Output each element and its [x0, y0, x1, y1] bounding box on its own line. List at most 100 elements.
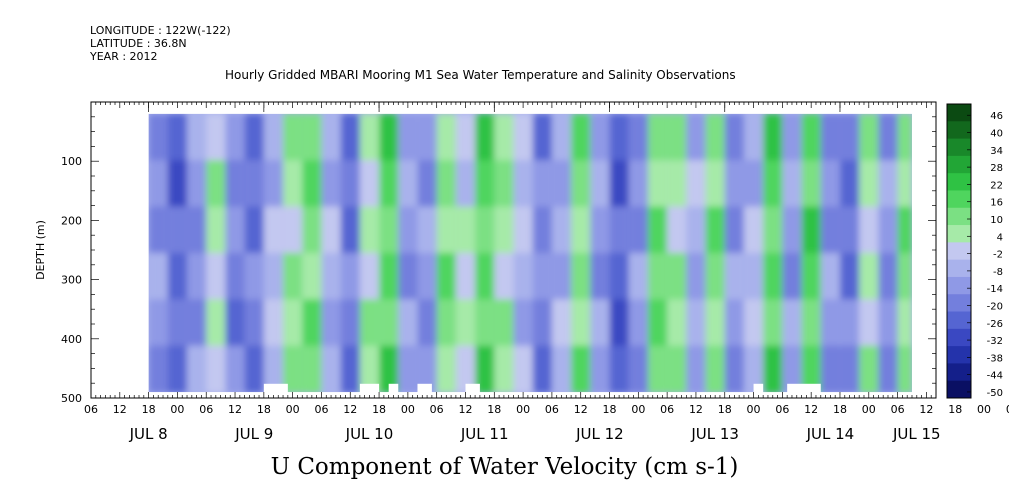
field-cell	[763, 252, 783, 301]
field-cell	[878, 113, 898, 162]
field-cell	[494, 299, 514, 347]
colorbar-border	[946, 103, 972, 399]
field-cell	[340, 252, 360, 301]
missing-data	[787, 383, 821, 394]
field-cell	[551, 345, 572, 394]
field-cell	[359, 160, 380, 208]
field-cell	[609, 299, 629, 347]
field-cell	[532, 113, 552, 162]
y-axis-label: DEPTH (m)	[34, 220, 47, 280]
field-cell	[263, 252, 284, 301]
field-cell	[647, 299, 668, 347]
field-cell	[839, 299, 860, 347]
field-cell	[359, 206, 380, 254]
field-cell	[859, 206, 879, 254]
field-cell	[859, 113, 879, 162]
colorbar-label: -20	[987, 301, 1003, 312]
field-cell	[532, 252, 552, 301]
field-cell	[283, 299, 303, 347]
x-tick-label: 18	[487, 403, 501, 416]
field-cell	[263, 345, 284, 394]
field-cell	[283, 160, 303, 208]
colorbar-label: -38	[987, 353, 1003, 364]
field-cell	[206, 252, 226, 301]
colorbar-swatch	[947, 190, 971, 209]
field-cell	[321, 252, 341, 301]
field-cell	[763, 299, 783, 347]
field-cell	[878, 160, 898, 208]
x-axis: 06 12 18 00 06 12 18 00 06 12 18 00 06 12 18 00 06 12 18 00…	[84, 102, 1009, 443]
field-cell	[705, 113, 725, 162]
field-cell	[417, 299, 437, 347]
field-cell	[532, 160, 552, 208]
field-cell	[436, 206, 456, 254]
field-cell	[340, 345, 360, 394]
colorbar-label: 22	[990, 180, 1003, 191]
colorbar-swatch	[947, 328, 971, 347]
field-cell	[475, 252, 495, 301]
field-cell	[359, 299, 380, 347]
field-cell	[878, 345, 898, 394]
field-cell	[628, 113, 648, 162]
field-cell	[475, 160, 495, 208]
x-tick-label: 18	[257, 403, 271, 416]
field-cell	[551, 113, 572, 162]
x-tick-label: 18	[718, 403, 732, 416]
colorbar-swatch	[947, 276, 971, 295]
field-cell	[167, 160, 188, 208]
field-cell	[206, 299, 226, 347]
field-cell	[225, 299, 245, 347]
field-cell	[494, 345, 514, 394]
field-cell	[724, 299, 744, 347]
field-cell	[801, 113, 821, 162]
field-cell	[782, 252, 802, 301]
no-data-top	[91, 102, 936, 114]
colorbar-label: 40	[990, 129, 1003, 140]
x-tick-label: 00	[401, 403, 415, 416]
field-cell	[820, 252, 840, 301]
field-cell	[571, 206, 591, 254]
field-cell	[839, 206, 860, 254]
field-cell	[225, 160, 245, 208]
field-cell	[551, 160, 572, 208]
missing-data	[359, 383, 380, 394]
field-cell	[417, 345, 437, 394]
x-tick-label: 00	[170, 403, 184, 416]
colorbar-swatch	[947, 242, 971, 261]
x-tick-label: 12	[574, 403, 588, 416]
field-cell	[187, 160, 207, 208]
field-cell	[321, 113, 341, 162]
field-cell	[206, 160, 226, 208]
field-cell	[187, 206, 207, 254]
field-cell	[667, 252, 687, 301]
field-cell	[417, 206, 437, 254]
field-cell	[167, 113, 188, 162]
field-cell	[782, 299, 802, 347]
x-tick-label: 18	[948, 403, 962, 416]
field-cell	[494, 113, 514, 162]
field-cell	[571, 252, 591, 301]
field-cell	[359, 252, 380, 301]
field-cell	[359, 113, 380, 162]
field-cell	[647, 160, 668, 208]
field-cell	[225, 113, 245, 162]
field-cell	[571, 345, 591, 394]
field-cell	[398, 206, 418, 254]
field-cell	[590, 299, 610, 347]
field-cell	[225, 345, 245, 394]
field-cell	[667, 299, 687, 347]
field-cell	[379, 345, 399, 394]
field-cell	[263, 299, 284, 347]
y-tick-label: 100	[61, 155, 82, 168]
field-cell	[398, 160, 418, 208]
field-cell	[647, 252, 668, 301]
field-cell	[187, 252, 207, 301]
field-cell	[743, 345, 764, 394]
colorbar-label: -32	[987, 336, 1003, 347]
missing-data	[753, 383, 764, 394]
field-cell	[244, 160, 264, 208]
field-cell	[167, 299, 188, 347]
field-cell	[782, 345, 802, 394]
field-cell	[263, 113, 284, 162]
field-cell	[379, 113, 399, 162]
